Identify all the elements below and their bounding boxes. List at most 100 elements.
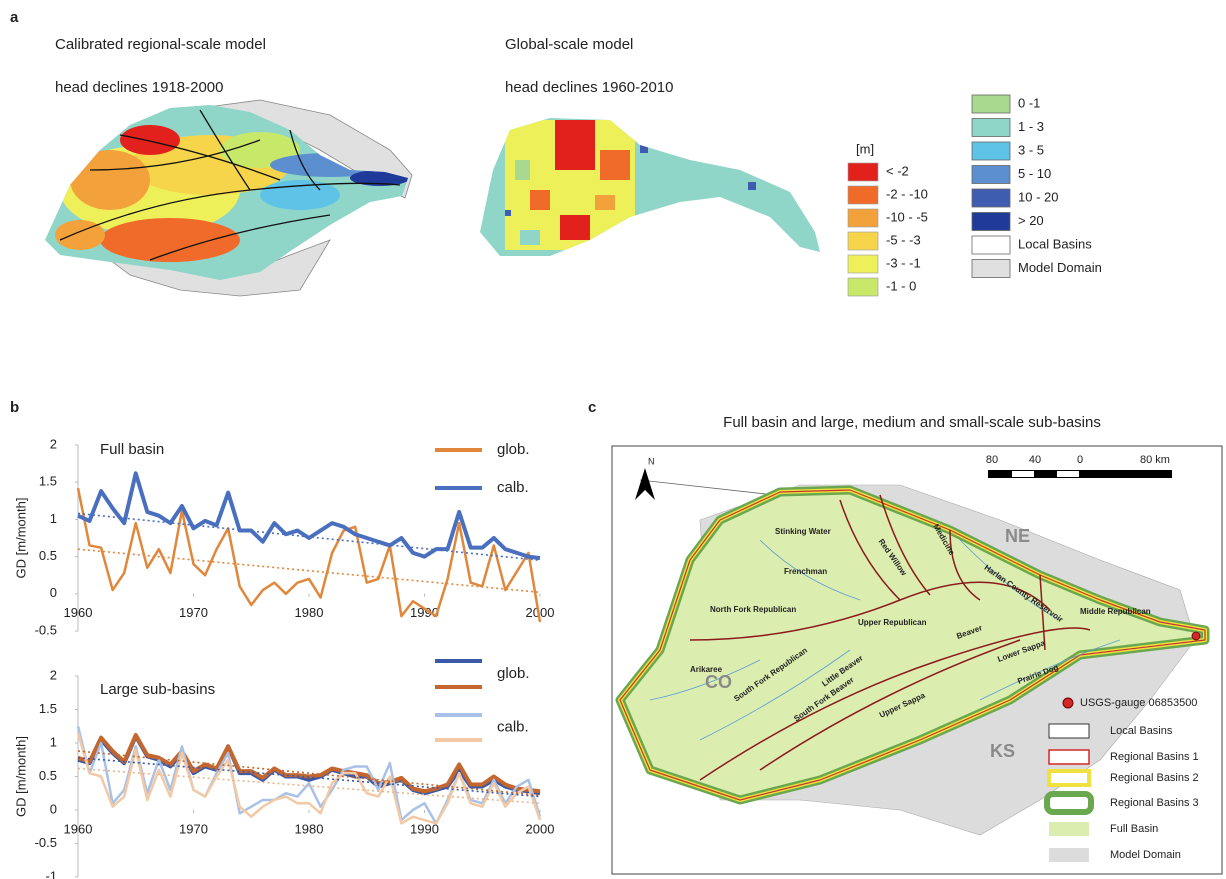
basin-label: Upper Republican (858, 618, 927, 627)
legend-label: -2 - -10 (886, 186, 928, 201)
y-tick-label: 0.5 (39, 548, 57, 563)
legend-swatch (972, 166, 1010, 184)
state-label: CO (705, 672, 732, 692)
legend-label: -3 - -1 (886, 255, 921, 270)
panel-label: c (588, 399, 596, 416)
legend-swatch (972, 119, 1010, 137)
x-tick-label: 1960 (64, 605, 93, 620)
regional-map (40, 100, 420, 300)
y-tick-label: 2 (50, 667, 57, 682)
legend-swatch (972, 260, 1010, 278)
legend-label: Local Basins (1018, 236, 1092, 251)
legend-label: -10 - -5 (886, 209, 928, 224)
x-tick-label: 1980 (295, 821, 324, 836)
map-title: Full basin and large, medium and small-s… (723, 414, 1101, 431)
x-tick-label: 1960 (64, 821, 93, 836)
legend-label: Model Domain (1018, 260, 1102, 275)
state-label: NE (1005, 526, 1030, 546)
x-tick-label: 1980 (295, 605, 324, 620)
legend-swatch (972, 236, 1010, 254)
legend-label: glob. (497, 441, 530, 458)
scale-label: 80 km (1140, 454, 1170, 466)
legend-label: Local Basins (1110, 725, 1173, 737)
legend-swatch (1049, 848, 1089, 862)
legend-label: calb. (497, 718, 529, 735)
north-label: N (648, 456, 655, 466)
y-tick-label: 0 (50, 801, 57, 816)
y-tick-label: 0.5 (39, 768, 57, 783)
legend-swatch (972, 142, 1010, 160)
legend-label: Regional Basins 1 (1110, 751, 1199, 763)
x-tick-label: 2000 (526, 821, 555, 836)
panel-label: a (10, 9, 19, 26)
legend-label: < -2 (886, 163, 909, 178)
legend-label: -5 - -3 (886, 232, 921, 247)
basin-label: Stinking Water (775, 527, 831, 536)
legend-label: calb. (497, 479, 529, 496)
legend-label: glob. (497, 665, 530, 682)
y-axis-label: GD [m/month] (13, 736, 28, 817)
legend-label: Full Basin (1110, 823, 1158, 835)
legend-swatch (848, 255, 878, 273)
legend-label: 10 - 20 (1018, 189, 1058, 204)
chart-title: Full basin (100, 441, 164, 458)
y-tick-label: 1.5 (39, 474, 57, 489)
legend-swatch (848, 232, 878, 250)
legend-swatch (1063, 698, 1073, 708)
legend-swatch (972, 189, 1010, 207)
legend-label: 3 - 5 (1018, 142, 1044, 157)
y-tick-label: 2 (50, 436, 57, 451)
chart-title: Large sub-basins (100, 681, 215, 698)
map-subtitle: head declines 1918-2000 (55, 79, 223, 96)
state-label: KS (990, 741, 1015, 761)
x-tick-label: 1970 (179, 605, 208, 620)
scale-label: 40 (1029, 454, 1041, 466)
charts: Full basin GD [m/month] -0.5 0 0.5 1 1.5 2 1960 1… (13, 436, 554, 879)
legend-label: > 20 (1018, 213, 1044, 228)
legend-swatch (848, 186, 878, 204)
legend-label: USGS-gauge 06853500 (1080, 697, 1197, 709)
legend-swatch (1049, 724, 1089, 738)
legend-swatch (1049, 750, 1089, 764)
basin-label: Middle Republican (1080, 607, 1151, 616)
legend-label: 0 -1 (1018, 95, 1040, 110)
basin-label: Frenchman (784, 567, 827, 576)
y-tick-label: -0.5 (35, 622, 57, 637)
legend-swatch (1047, 794, 1091, 812)
map-title: Global-scale model (505, 36, 633, 53)
legend-swatch (972, 213, 1010, 231)
y-tick-label: 0 (50, 585, 57, 600)
figure: a b c Calibrated regional-scale model he… (0, 0, 1226, 879)
panel-label: b (10, 399, 19, 416)
basin-map (612, 446, 1222, 874)
legend-unit: [m] (856, 141, 874, 156)
legend-label: -1 - 0 (886, 278, 916, 293)
basin-label: North Fork Republican (710, 605, 796, 614)
y-tick-label: -0.5 (35, 835, 57, 850)
legend-label: Regional Basins 3 (1110, 797, 1199, 809)
legend-swatch (972, 95, 1010, 113)
map-subtitle: head declines 1960-2010 (505, 79, 673, 96)
map-title: Calibrated regional-scale model (55, 36, 266, 53)
legend-label: Regional Basins 2 (1110, 772, 1199, 784)
legend-swatch (1049, 822, 1089, 836)
data-line (78, 473, 540, 558)
legend-label: 5 - 10 (1018, 166, 1051, 181)
legend-swatch (1049, 771, 1089, 785)
y-tick-label: 1 (50, 511, 57, 526)
y-tick-label: 1.5 (39, 701, 57, 716)
x-tick-label: 1970 (179, 821, 208, 836)
legend-label: Model Domain (1110, 849, 1181, 861)
scale-label: 0 (1077, 454, 1083, 466)
legend-label: 1 - 3 (1018, 119, 1044, 134)
scale-label: 80 (986, 454, 998, 466)
y-tick-label: -1 (45, 868, 57, 879)
basin-label: Arikaree (690, 665, 723, 674)
trend-line (78, 549, 540, 592)
map-legend: < -2 -2 - -10 -10 - -5 -5 - -3 -3 - -1 -1 - 0… (848, 95, 1102, 296)
legend-swatch (848, 278, 878, 296)
y-axis-label: GD [m/month] (13, 498, 28, 579)
global-map (470, 110, 830, 260)
y-tick-label: 1 (50, 734, 57, 749)
legend-swatch (848, 209, 878, 227)
